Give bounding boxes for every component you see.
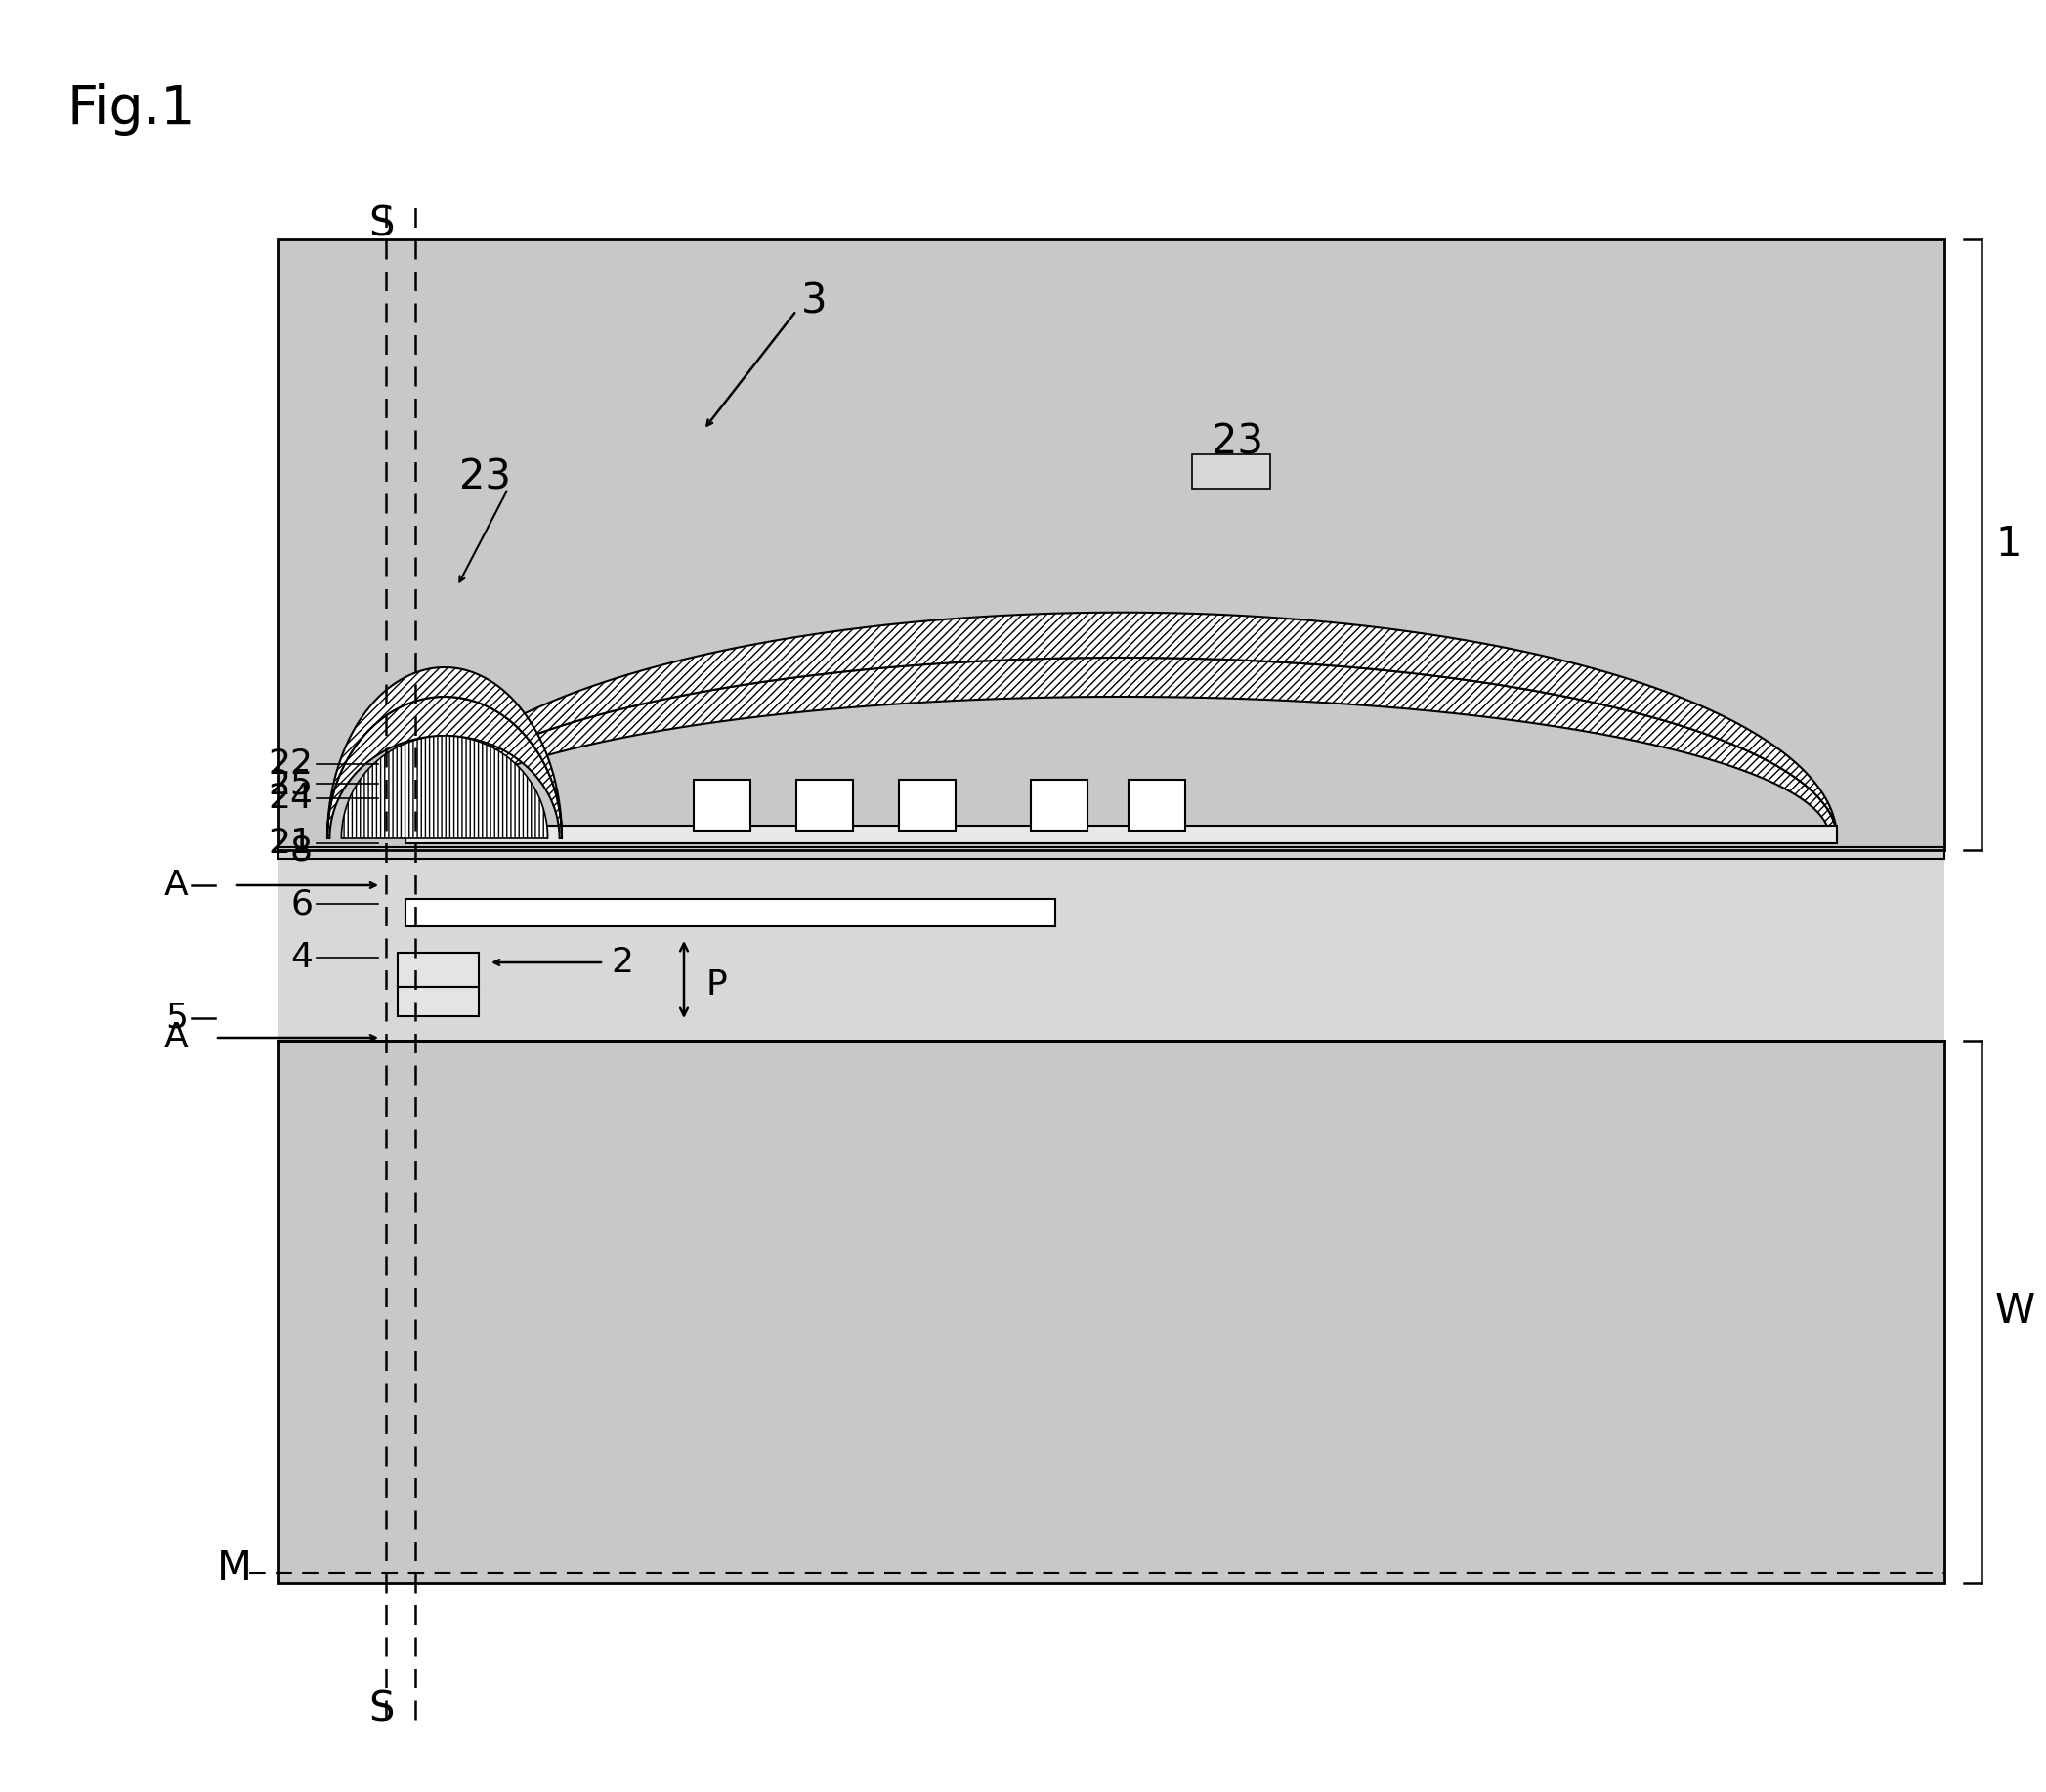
Text: 25: 25 <box>268 767 313 801</box>
Bar <box>278 240 1944 849</box>
Bar <box>278 1041 1944 1582</box>
Polygon shape <box>327 667 563 839</box>
Text: A: A <box>164 1021 188 1054</box>
Bar <box>1129 780 1185 830</box>
Text: M: M <box>217 1548 252 1590</box>
Text: 23: 23 <box>458 457 512 498</box>
Bar <box>1031 780 1088 830</box>
Text: Fig.1: Fig.1 <box>65 82 194 136</box>
Text: 1: 1 <box>1995 523 2021 564</box>
Text: 4: 4 <box>291 941 313 975</box>
Polygon shape <box>327 697 563 839</box>
Bar <box>278 849 1944 1041</box>
Bar <box>278 848 1944 858</box>
Text: 2: 2 <box>610 946 632 978</box>
Bar <box>278 1041 1944 1582</box>
Bar <box>1193 455 1271 489</box>
Bar <box>405 900 1056 926</box>
Bar <box>796 780 853 830</box>
Text: 21: 21 <box>268 826 313 860</box>
Bar <box>397 953 479 987</box>
Polygon shape <box>405 613 1837 839</box>
Bar <box>278 240 1944 849</box>
Text: A: A <box>164 869 188 901</box>
Text: 23: 23 <box>1211 421 1262 462</box>
Bar <box>694 780 751 830</box>
Bar <box>898 780 955 830</box>
Bar <box>397 987 479 1016</box>
Text: 8: 8 <box>291 833 313 867</box>
Polygon shape <box>342 737 548 839</box>
Text: S: S <box>368 202 395 244</box>
Text: P: P <box>706 968 726 1002</box>
Text: S: S <box>368 1688 395 1729</box>
Bar <box>405 826 1837 844</box>
Text: W: W <box>1995 1290 2036 1331</box>
Text: 5: 5 <box>166 1002 188 1034</box>
Text: 24: 24 <box>268 781 313 815</box>
Text: 6: 6 <box>291 887 313 921</box>
Polygon shape <box>405 658 1837 839</box>
Text: 3: 3 <box>802 280 827 321</box>
Text: 22: 22 <box>268 747 313 781</box>
